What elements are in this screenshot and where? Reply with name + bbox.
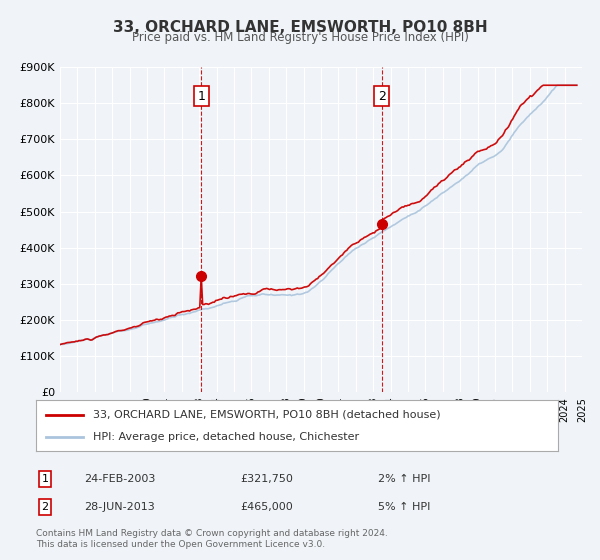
Text: 2: 2 [378,90,386,102]
Text: £465,000: £465,000 [240,502,293,512]
Text: 33, ORCHARD LANE, EMSWORTH, PO10 8BH (detached house): 33, ORCHARD LANE, EMSWORTH, PO10 8BH (de… [94,409,441,419]
Text: 33, ORCHARD LANE, EMSWORTH, PO10 8BH: 33, ORCHARD LANE, EMSWORTH, PO10 8BH [113,20,487,35]
Text: £321,750: £321,750 [240,474,293,484]
Text: 1: 1 [41,474,49,484]
Text: 5% ↑ HPI: 5% ↑ HPI [378,502,430,512]
Text: HPI: Average price, detached house, Chichester: HPI: Average price, detached house, Chic… [94,432,359,442]
Text: 1: 1 [197,90,205,102]
Text: 28-JUN-2013: 28-JUN-2013 [84,502,155,512]
Text: Contains HM Land Registry data © Crown copyright and database right 2024.
This d: Contains HM Land Registry data © Crown c… [36,529,388,549]
Text: 2: 2 [41,502,49,512]
Text: 24-FEB-2003: 24-FEB-2003 [84,474,155,484]
Text: Price paid vs. HM Land Registry's House Price Index (HPI): Price paid vs. HM Land Registry's House … [131,31,469,44]
Text: 2% ↑ HPI: 2% ↑ HPI [378,474,431,484]
